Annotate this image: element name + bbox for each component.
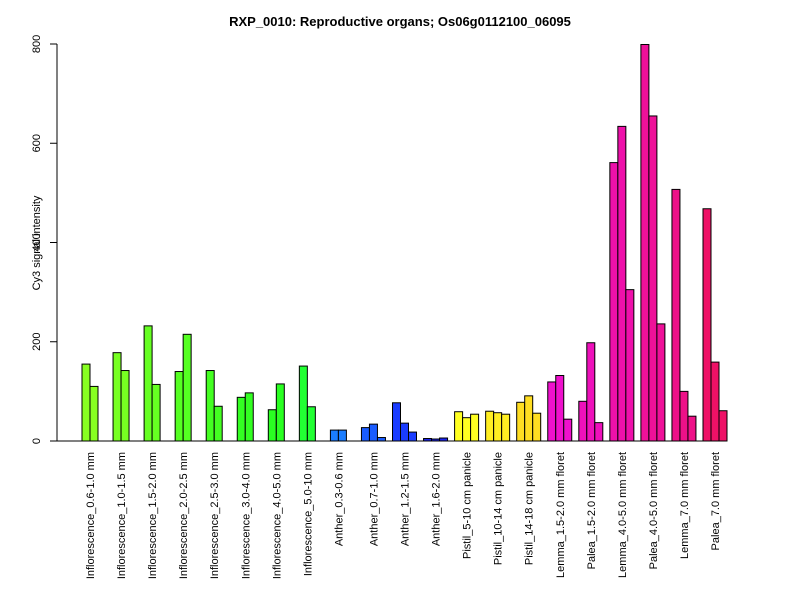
bar: [244, 392, 254, 442]
bar: [151, 383, 161, 442]
bar: [671, 188, 681, 442]
bar: [679, 390, 689, 442]
bar: [423, 438, 433, 442]
bar: [89, 385, 99, 442]
bar: [392, 402, 401, 442]
y-tick-label: 0: [31, 438, 43, 444]
bar: [640, 43, 650, 442]
bar: [493, 412, 503, 442]
bar: [400, 422, 409, 442]
x-tick-label: Inflorescence_4.0-5.0 mm: [271, 452, 283, 579]
bar: [120, 370, 130, 442]
bar: [617, 125, 627, 442]
bar: [267, 409, 277, 442]
bar: [431, 438, 441, 442]
bars: [81, 43, 728, 442]
bar: [368, 423, 378, 442]
x-tick-label: Pistil_5-10 cm panicle: [462, 452, 474, 559]
x-tick-label: Inflorescence_5.0-10 mm: [302, 452, 314, 576]
bar: [586, 342, 596, 442]
y-tick-label: 200: [31, 333, 43, 351]
bar: [470, 413, 480, 442]
bar: [112, 352, 122, 442]
bar: [501, 413, 511, 442]
bar: [516, 401, 526, 442]
x-tick-label: Pistil_10-14 cm panicle: [493, 452, 505, 565]
y-axis-label: Cy3 signal intensity: [31, 195, 43, 290]
bar: [298, 365, 308, 442]
y-tick-label: 400: [31, 233, 43, 251]
x-tick-label: Inflorescence_0.6-1.0 mm: [85, 452, 97, 579]
category-labels: Inflorescence_0.6-1.0 mm Inflorescence_1.…: [85, 452, 722, 579]
x-tick-label: Inflorescence_1.0-1.5 mm: [116, 452, 128, 579]
x-tick-label: Lemma_7.0 mm floret: [679, 452, 691, 559]
bar: [578, 400, 588, 442]
bar: [143, 325, 153, 442]
bar: [555, 374, 565, 442]
x-tick-label: Anther_1.2-1.5 mm: [400, 452, 412, 546]
bar: [547, 381, 557, 442]
bar: [408, 431, 417, 442]
x-tick-label: Inflorescence_1.5-2.0 mm: [147, 452, 159, 579]
bar: [532, 412, 542, 442]
bar: [81, 363, 91, 442]
bar: [205, 370, 215, 442]
chart-title: RXP_0010: Reproductive organs; Os06g0112…: [229, 14, 571, 29]
bar: [609, 162, 619, 442]
bar: [594, 422, 604, 442]
x-tick-label: Anther_0.3-0.6 mm: [333, 452, 345, 546]
bar: [376, 437, 386, 442]
bar: [182, 333, 192, 442]
bar: [687, 415, 697, 442]
bar: [648, 115, 658, 442]
bar: [563, 418, 573, 442]
bar: [524, 395, 534, 442]
bar: [485, 410, 495, 442]
x-tick-label: Palea_1.5-2.0 mm floret: [586, 452, 598, 569]
bar: [702, 208, 712, 442]
bar: [360, 427, 370, 442]
bar: [275, 383, 285, 442]
bar: [462, 417, 472, 442]
x-tick-label: Palea_7.0 mm floret: [710, 452, 722, 550]
bar: [656, 323, 666, 442]
bar: [710, 361, 720, 442]
x-tick-label: Inflorescence_2.0-2.5 mm: [178, 452, 190, 579]
x-tick-label: Anther_0.7-1.0 mm: [368, 452, 380, 546]
bar: [439, 437, 449, 442]
bar: [174, 371, 184, 442]
bar: [454, 411, 464, 442]
x-tick-label: Pistil_14-18 cm panicle: [524, 452, 536, 565]
x-tick-label: Anther_1.6-2.0 mm: [431, 452, 443, 546]
x-tick-label: Palea_4.0-5.0 mm floret: [648, 452, 660, 569]
bar: [306, 406, 316, 442]
y-axis: 0 200 400 600 800: [31, 35, 58, 444]
bar: [236, 396, 246, 442]
bar: [329, 429, 339, 442]
y-tick-label: 600: [31, 134, 43, 152]
x-tick-label: Lemma_1.5-2.0 mm floret: [555, 452, 567, 578]
bar: [718, 410, 728, 442]
x-tick-label: Inflorescence_2.5-3.0 mm: [209, 452, 221, 579]
bar: [625, 289, 635, 442]
bar: [213, 405, 223, 442]
y-tick-label: 800: [31, 35, 43, 53]
bar: [337, 429, 347, 442]
x-tick-label: Lemma_4.0-5.0 mm floret: [617, 452, 629, 578]
x-tick-label: Inflorescence_3.0-4.0 mm: [240, 452, 252, 579]
